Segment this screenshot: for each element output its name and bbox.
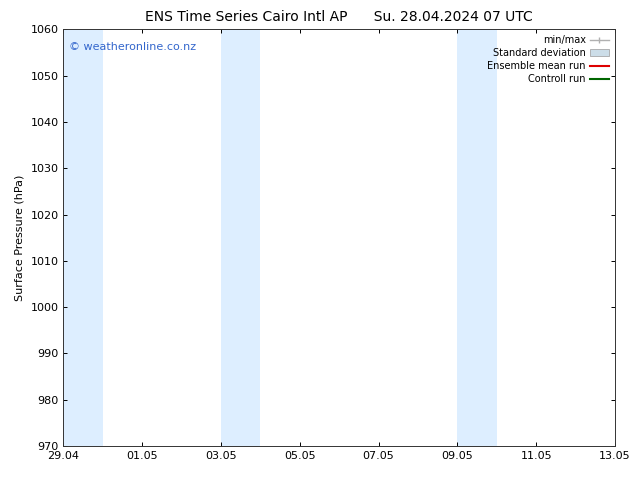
Text: © weatheronline.co.nz: © weatheronline.co.nz (69, 42, 196, 52)
Title: ENS Time Series Cairo Intl AP      Su. 28.04.2024 07 UTC: ENS Time Series Cairo Intl AP Su. 28.04.… (145, 10, 533, 24)
Bar (221, 29, 261, 446)
Y-axis label: Surface Pressure (hPa): Surface Pressure (hPa) (15, 174, 25, 301)
Bar (457, 29, 497, 446)
Bar (63, 29, 103, 446)
Legend: min/max, Standard deviation, Ensemble mean run, Controll run: min/max, Standard deviation, Ensemble me… (483, 31, 613, 88)
